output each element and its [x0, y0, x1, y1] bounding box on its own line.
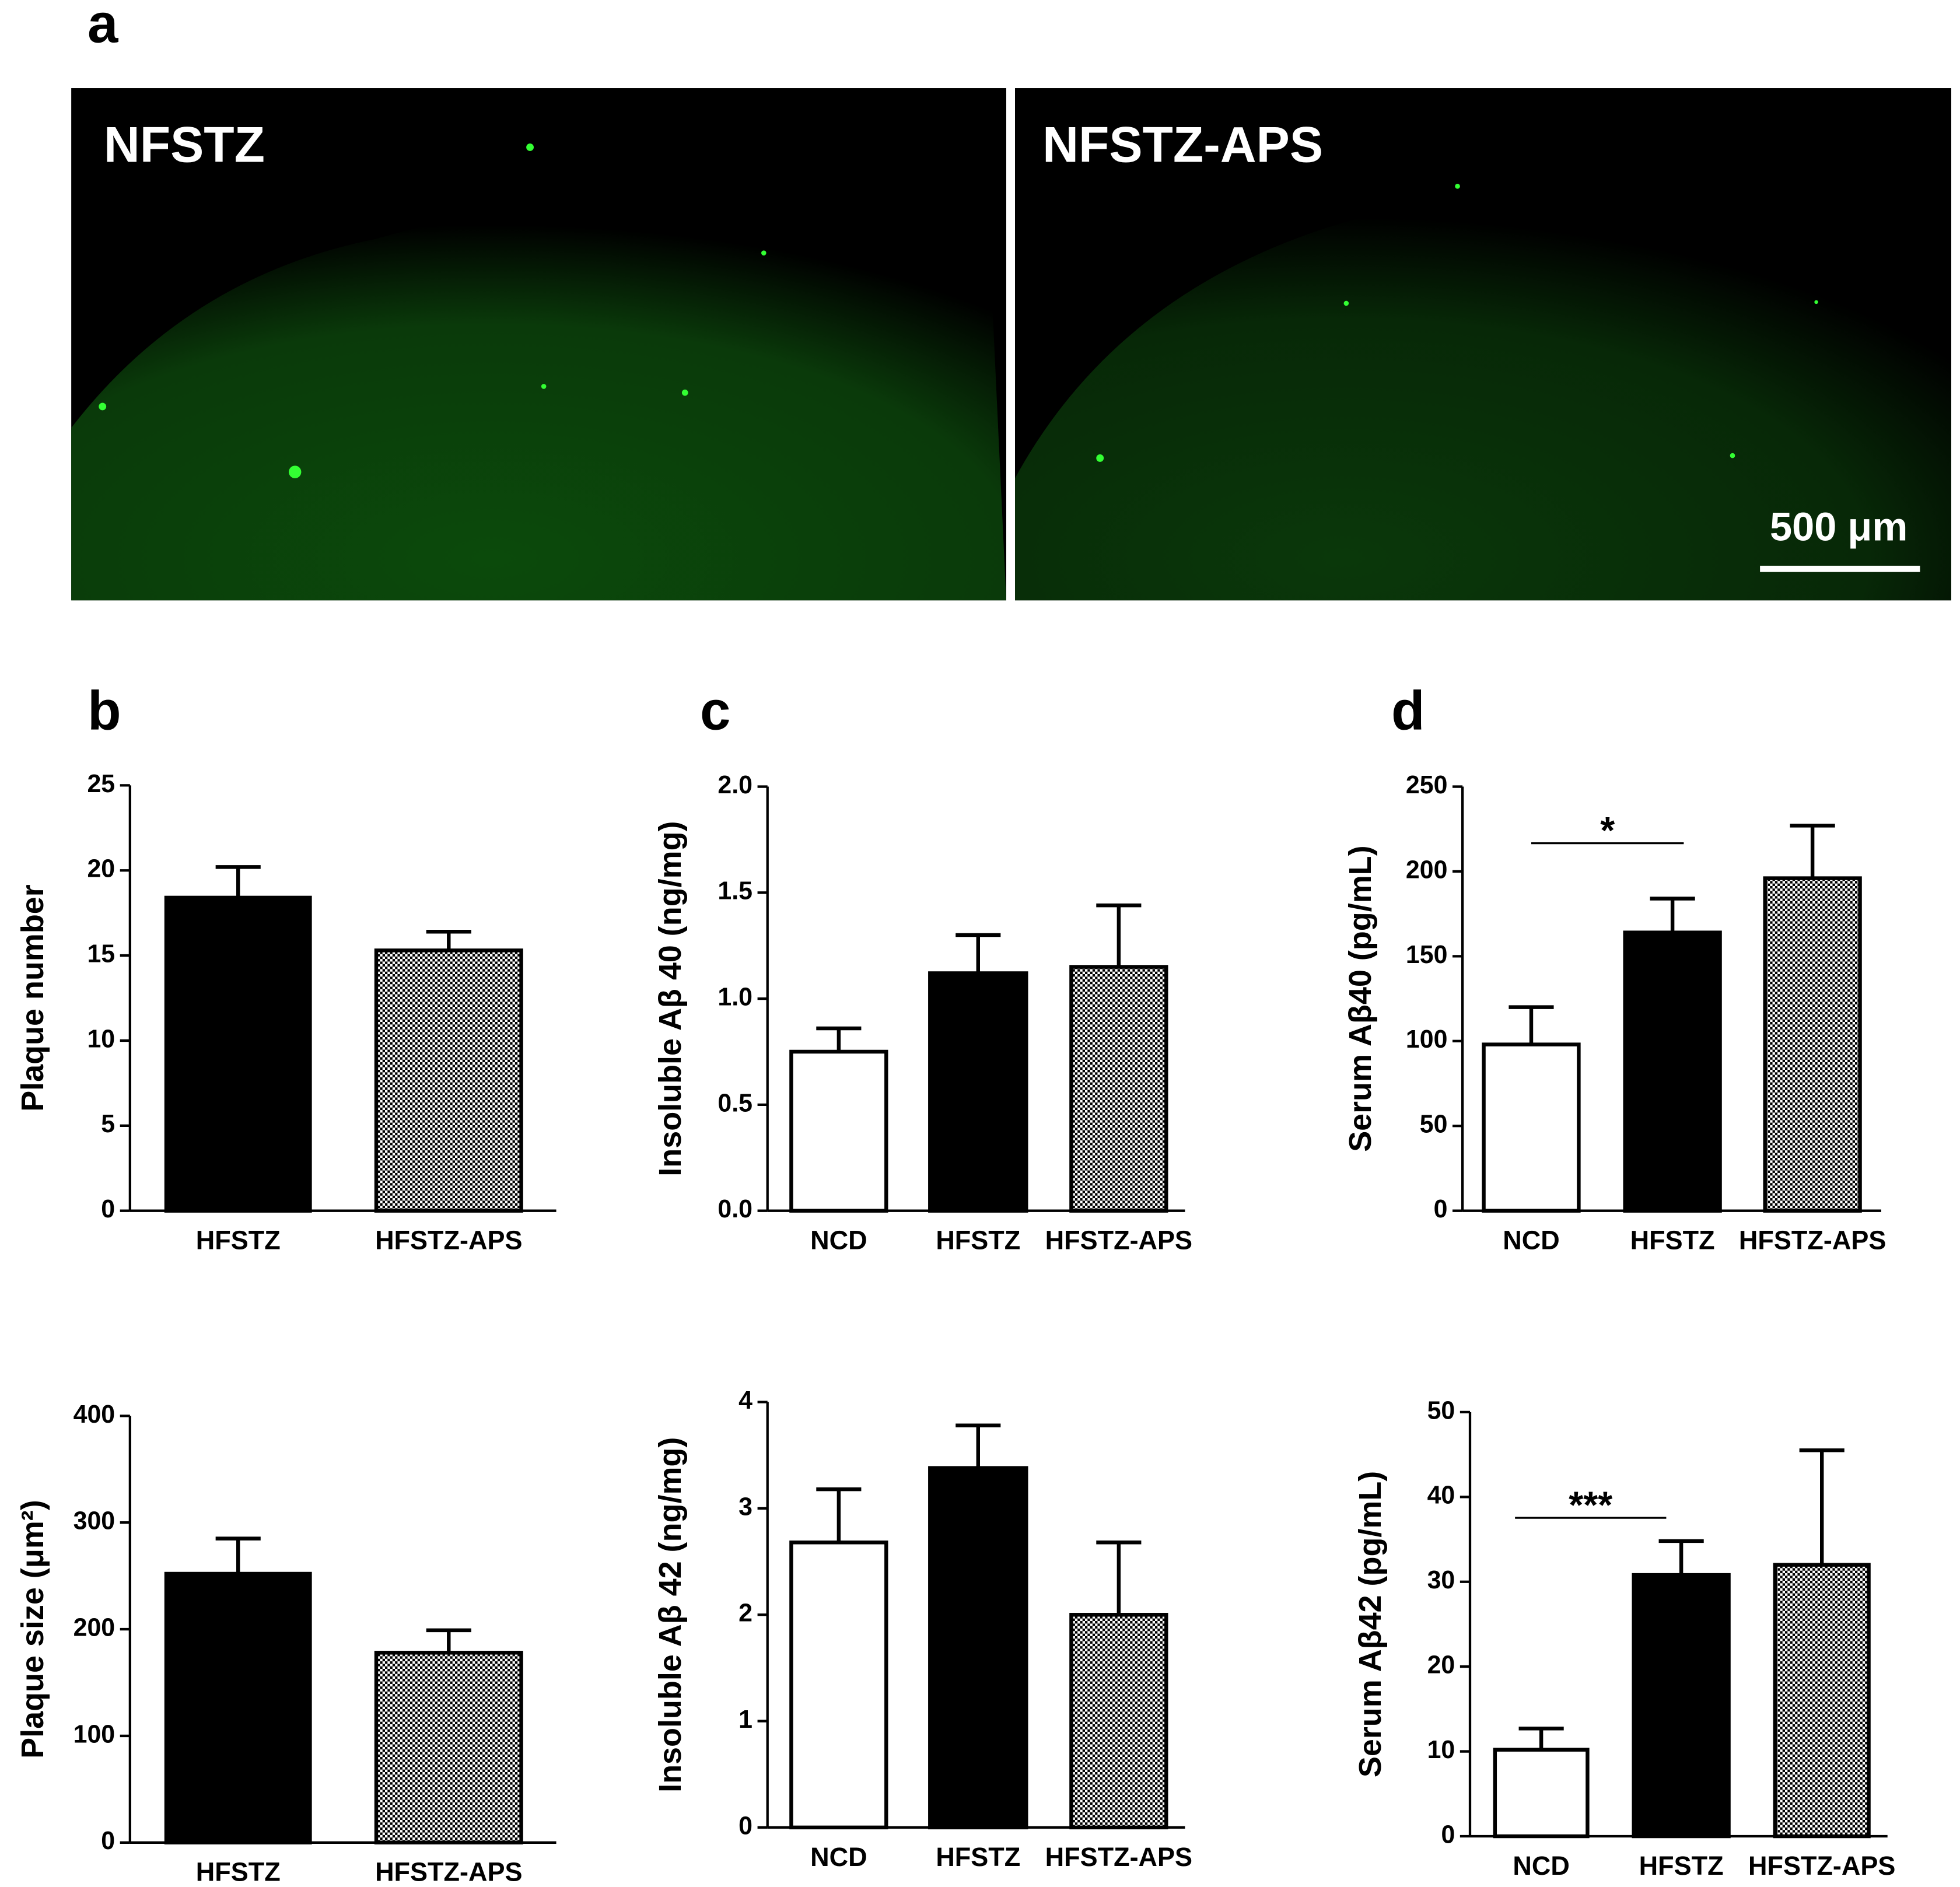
- bar: [1493, 1748, 1590, 1839]
- significance-label: ***: [1569, 1484, 1613, 1526]
- tissue: [1015, 174, 1951, 601]
- y-tick-label: 0: [101, 1195, 115, 1223]
- y-tick-label: 40: [1427, 1482, 1455, 1510]
- y-tick-label: 250: [1406, 771, 1448, 799]
- y-tick-label: 1: [738, 1706, 752, 1734]
- y-tick-label: 200: [1406, 856, 1448, 884]
- bar: [1069, 1613, 1168, 1830]
- panel-label: d: [1391, 680, 1425, 741]
- x-tick-label: NCD: [810, 1225, 867, 1255]
- x-tick-label: HFSTZ-APS: [375, 1857, 522, 1884]
- y-tick-label: 20: [1427, 1651, 1455, 1679]
- bar: [1482, 1042, 1581, 1213]
- y-tick-label: 0.5: [718, 1089, 752, 1117]
- plaque-dots: [99, 143, 1818, 478]
- y-tick-label: 400: [74, 1401, 116, 1429]
- x-tick-label: HFSTZ-APS: [1045, 1225, 1192, 1255]
- y-tick-label: 4: [738, 1387, 752, 1415]
- x-tick-label: NCD: [1503, 1225, 1559, 1255]
- y-tick-label: 0: [1441, 1821, 1455, 1849]
- y-tick-label: 10: [87, 1025, 115, 1053]
- y-axis-label: Plaque number: [15, 884, 50, 1112]
- y-axis-label: Insoluble Aβ 42 (ng/mg): [653, 1437, 688, 1793]
- x-tick-label: HFSTZ: [196, 1857, 281, 1884]
- bar: [374, 1651, 523, 1845]
- image-label: NFSTZ: [104, 117, 265, 173]
- x-tick-label: HFSTZ-APS: [1748, 1851, 1895, 1881]
- x-tick-label: HFSTZ: [936, 1842, 1020, 1872]
- y-tick-label: 2.0: [718, 771, 752, 799]
- bar: [164, 1571, 312, 1845]
- bar: [1632, 1573, 1731, 1839]
- bar: [928, 971, 1028, 1213]
- bar: [789, 1541, 888, 1830]
- bar: [1773, 1563, 1871, 1839]
- bar: [1623, 930, 1722, 1213]
- y-axis-label: Serum Aβ40 (pg/mL): [1343, 845, 1378, 1151]
- panel-label: b: [88, 680, 121, 741]
- x-tick-label: HFSTZ: [1630, 1225, 1715, 1255]
- tissue: [71, 183, 1007, 601]
- y-tick-label: 5: [101, 1110, 115, 1138]
- image-label: NFSTZ-APS: [1042, 117, 1323, 173]
- x-tick-label: HFSTZ-APS: [1739, 1225, 1886, 1255]
- y-tick-label: 1.5: [718, 877, 752, 905]
- y-tick-label: 15: [87, 940, 115, 968]
- y-tick-label: 30: [1427, 1566, 1455, 1594]
- bar: [1763, 876, 1862, 1213]
- bar: [789, 1049, 888, 1213]
- x-tick-label: NCD: [1513, 1851, 1569, 1881]
- bar: [928, 1466, 1028, 1830]
- x-tick-label: HFSTZ: [196, 1225, 281, 1255]
- y-tick-label: 0: [1434, 1195, 1448, 1223]
- y-axis-label: Serum Aβ42 (pg/mL): [1353, 1471, 1388, 1777]
- bar: [164, 895, 312, 1213]
- y-axis-label: Insoluble Aβ 40 (ng/mg): [653, 821, 688, 1176]
- significance-label: *: [1600, 809, 1615, 851]
- x-tick-label: HFSTZ: [1639, 1851, 1724, 1881]
- y-tick-label: 2: [738, 1599, 752, 1627]
- y-tick-label: 1.0: [718, 983, 752, 1011]
- bar: [1069, 965, 1168, 1213]
- y-tick-label: 50: [1427, 1396, 1455, 1424]
- x-tick-label: NCD: [810, 1842, 867, 1872]
- y-tick-label: 0.0: [718, 1195, 752, 1223]
- y-tick-label: 100: [1406, 1025, 1448, 1053]
- y-tick-label: 10: [1427, 1736, 1455, 1764]
- y-axis-label: Plaque size (μm²): [15, 1500, 50, 1759]
- y-tick-label: 25: [87, 770, 115, 798]
- x-tick-label: HFSTZ-APS: [375, 1225, 522, 1255]
- y-tick-label: 50: [1420, 1111, 1448, 1139]
- x-tick-label: HFSTZ-APS: [1045, 1842, 1192, 1872]
- panel-label: a: [88, 0, 119, 55]
- y-tick-label: 3: [738, 1493, 752, 1521]
- y-tick-label: 0: [738, 1812, 752, 1840]
- x-tick-label: HFSTZ: [936, 1225, 1020, 1255]
- bar: [374, 948, 523, 1213]
- y-tick-label: 0: [101, 1827, 115, 1855]
- panel-label: c: [700, 680, 730, 741]
- y-tick-label: 200: [74, 1613, 116, 1641]
- y-tick-label: 20: [87, 855, 115, 883]
- y-tick-label: 300: [74, 1507, 116, 1535]
- y-tick-label: 100: [74, 1720, 116, 1748]
- y-tick-label: 150: [1406, 941, 1448, 969]
- scale-bar-label: 500 μm: [1770, 504, 1908, 549]
